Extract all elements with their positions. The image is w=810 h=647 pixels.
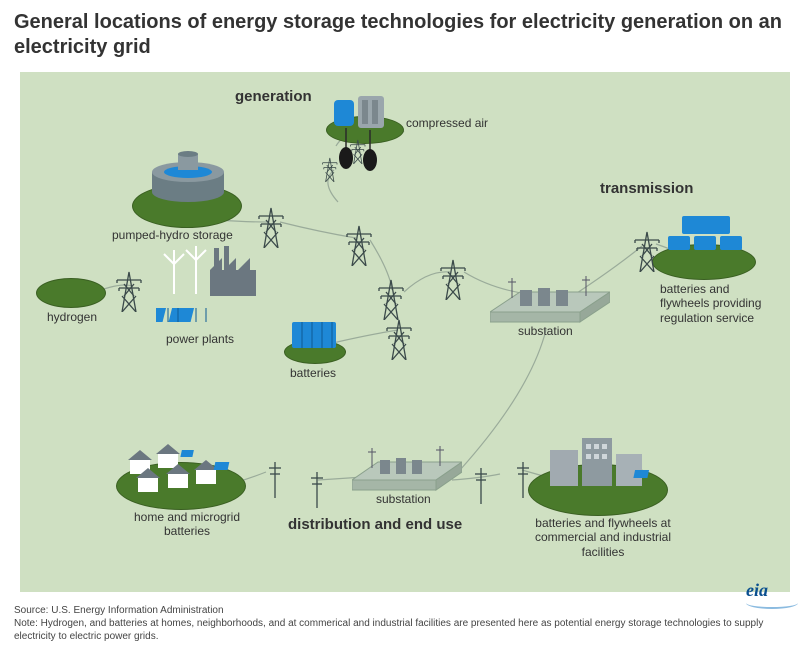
commercial-icon [544,428,664,494]
footer-source: Source: U.S. Energy Information Administ… [14,604,794,617]
transmission-tower-icon [116,266,142,312]
label-commercial: batteries and flywheels at commercial an… [518,516,688,559]
pumped-hydro-icon [148,148,228,204]
transmission-tower-icon [386,314,412,360]
transmission-tower-icon [322,154,342,190]
diagram-area: generation transmission distribution and… [20,72,790,592]
substation-top-icon [490,272,610,332]
label-hydrogen: hydrogen [42,310,102,324]
transmission-tower-icon [440,254,466,300]
disk-hydrogen [36,278,106,308]
label-batteries-gen: batteries [290,366,350,380]
label-substation-top: substation [518,324,588,338]
batteries-flywheels-icon [666,214,746,254]
transmission-tower-icon [350,136,370,172]
section-generation: generation [235,88,312,105]
label-power-plants: power plants [166,332,256,346]
houses-icon [124,440,240,496]
power-plants-icon [156,236,276,332]
footer: Source: U.S. Energy Information Administ… [14,604,794,643]
footer-note: Note: Hydrogen, and batteries at homes, … [14,617,794,643]
utility-pole-icon [474,466,488,504]
label-compressed-air: compressed air [406,116,506,130]
section-transmission: transmission [600,180,693,197]
utility-pole-icon [310,470,324,508]
label-home-microgrid: home and microgrid batteries [132,510,242,539]
label-substation-bottom: substation [376,492,446,506]
utility-pole-icon [268,460,282,498]
transmission-tower-icon [258,202,284,248]
batteries-gen-icon [288,316,342,352]
transmission-tower-icon [346,220,372,266]
label-pumped-hydro: pumped-hydro storage [112,228,252,242]
page-title: General locations of energy storage tech… [0,0,810,66]
transmission-tower-icon [634,226,660,272]
label-batteries-flywheels: batteries and flywheels providing regula… [660,282,780,325]
utility-pole-icon [516,460,530,498]
section-distribution: distribution and end use [288,516,462,533]
